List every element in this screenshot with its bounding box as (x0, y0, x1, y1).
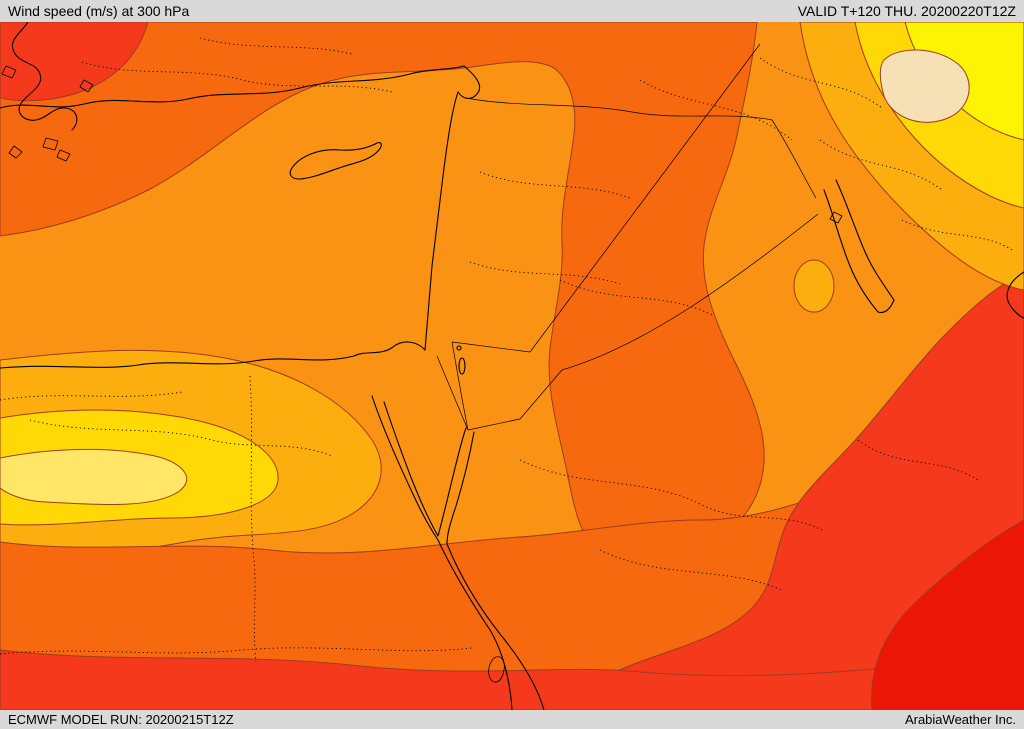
dotted-border-anatolia-1 (81, 61, 393, 93)
persian-gulf-island (829, 211, 843, 224)
coastline-persian-gulf-south-shore (823, 189, 879, 313)
dotted-border-egypt-meridian (249, 375, 257, 663)
border-turkey-syria (465, 97, 773, 121)
border-iraq-iran (771, 119, 817, 199)
wind-speed-contour-map (0, 22, 1024, 710)
map-title: Wind speed (m/s) at 300 hPa (8, 3, 190, 19)
contour-fill-amber-east-oval (793, 259, 835, 313)
aegean-island-2 (42, 137, 59, 151)
aegean-island-3 (8, 145, 23, 159)
coastline-cyprus (289, 142, 382, 180)
aegean-island-1 (1, 65, 17, 79)
contour-fill-dark-red-southeast-corner (871, 519, 1024, 710)
contour-fill-cream-northeast-blob (879, 49, 970, 123)
coastline-anatolia-levant-egypt (0, 65, 481, 369)
aegean-island-4 (79, 79, 94, 93)
dotted-border-saudi-2 (599, 549, 783, 591)
border-egypt-israel (436, 355, 469, 431)
coastline-east-edge (1006, 271, 1024, 319)
dotted-border-iraq-north (639, 79, 793, 141)
dead-sea (458, 357, 466, 375)
map-footer-bar: ECMWF MODEL RUN: 20200215T12Z ArabiaWeat… (0, 710, 1024, 729)
contour-fill-red-northwest-corner (0, 22, 149, 102)
coastline-persian-gulf-north-shore (835, 179, 895, 301)
model-run-label: ECMWF MODEL RUN: 20200215T12Z (8, 712, 234, 727)
coastline-aegean-anatolia-west (11, 22, 78, 131)
dotted-border-syria-interior-1 (479, 171, 631, 199)
contour-fill-light-yellow-west-inner-core (0, 448, 188, 506)
dotted-border-anatolia-2 (199, 37, 353, 55)
coastline-gulf-of-aqaba-east-arabia (446, 431, 545, 710)
dotted-border-syria-interior-2 (469, 261, 621, 285)
coastline-persian-gulf-closure (877, 299, 895, 314)
sea-of-galilee (456, 345, 462, 351)
border-syria-iraq (529, 43, 761, 353)
coastline-sinai-peninsula (383, 401, 467, 537)
valid-time-label: VALID T+120 THU. 20200220T12Z (797, 3, 1016, 19)
coastline-gulf-of-suez-west-red-sea (371, 395, 513, 710)
dotted-border-egypt-south (0, 647, 473, 655)
red-sea-island (488, 656, 505, 683)
border-jordan-valley (451, 341, 469, 431)
border-jordan-saudi (467, 369, 563, 431)
dotted-border-saudi-1 (519, 459, 823, 531)
map-header-bar: Wind speed (m/s) at 300 hPa VALID T+120 … (0, 0, 1024, 22)
border-iraq-saudi (561, 213, 819, 371)
attribution-label: ArabiaWeather Inc. (904, 712, 1016, 727)
border-syria-jordan (451, 341, 531, 353)
aegean-island-5 (56, 149, 71, 162)
